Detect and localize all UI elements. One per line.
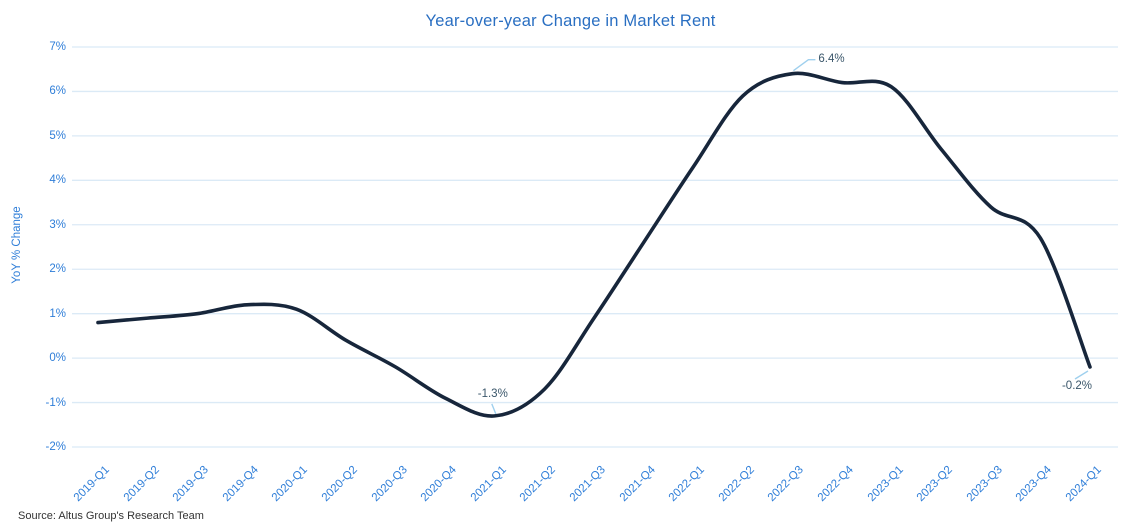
chart-title: Year-over-year Change in Market Rent: [425, 12, 716, 30]
y-axis-title: YoY % Change: [11, 206, 23, 284]
annotation-leader-line: [491, 403, 497, 415]
y-tick-label: 1%: [49, 307, 66, 320]
annotation-label: -0.2%: [1061, 380, 1093, 392]
y-tick-label: -1%: [45, 396, 66, 409]
y-tick-label: 6%: [49, 85, 66, 98]
series-line: [96, 71, 1092, 418]
y-tick-label: 4%: [49, 174, 66, 187]
y-tick-label: 0%: [49, 352, 66, 365]
annotation-leader-line: [792, 58, 816, 72]
y-tick-label: 5%: [49, 129, 66, 142]
annotation-label: 6.4%: [818, 52, 845, 65]
y-tick-label: 7%: [49, 41, 66, 53]
annotation-leader-line: [1074, 370, 1089, 380]
y-tick-label: 2%: [49, 263, 66, 276]
y-tick-label: 3%: [49, 218, 66, 231]
y-tick-label: -2%: [45, 441, 66, 453]
source-note: Source: Altus Group's Research Team: [18, 510, 204, 522]
annotation-label: -1.3%: [477, 387, 508, 400]
